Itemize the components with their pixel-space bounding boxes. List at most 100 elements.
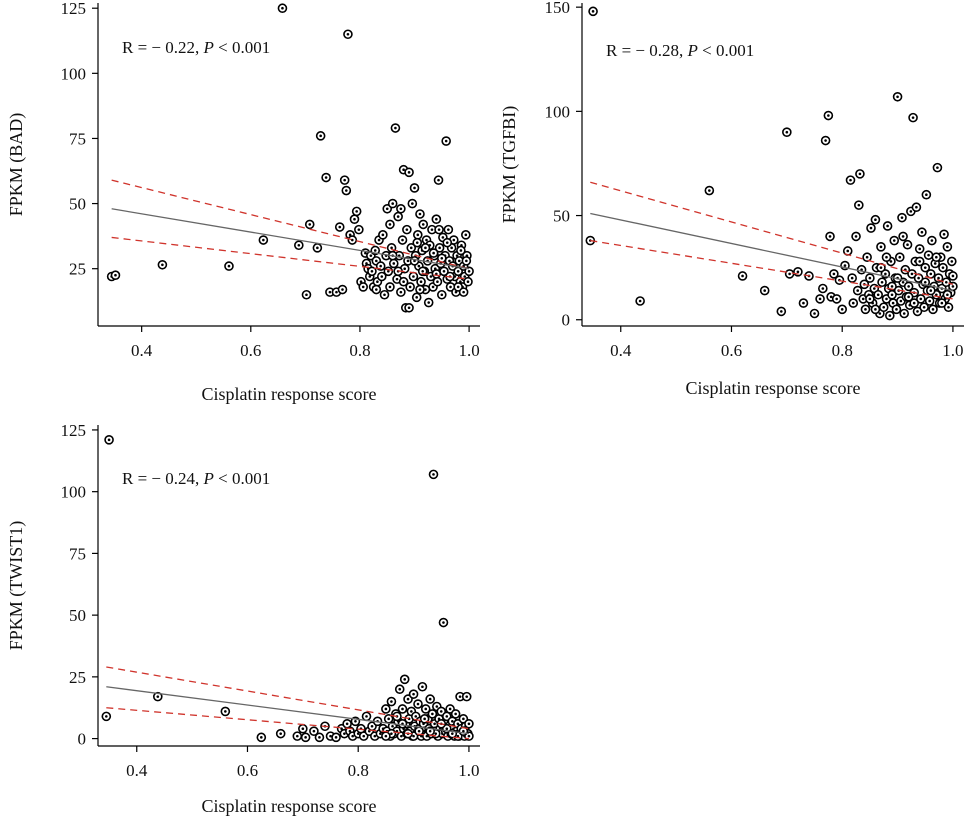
data-point-center [412, 275, 415, 278]
data-point-center [780, 310, 783, 313]
data-point-center [413, 186, 416, 190]
data-point-center [899, 299, 903, 303]
data-point-center [369, 254, 373, 257]
regression-line [111, 208, 470, 270]
data-point-center [440, 293, 444, 297]
annotation-p: P [203, 469, 214, 488]
data-point-center [402, 280, 405, 284]
data-point-center [928, 299, 931, 303]
data-point-center [417, 729, 421, 733]
data-point-center [260, 736, 263, 739]
data-point-center [888, 314, 892, 317]
annotation-threshold: < 0.001 [698, 41, 754, 60]
data-point-center [402, 168, 405, 172]
data-point-center [442, 269, 446, 273]
x-tick-label: 0.6 [240, 341, 261, 360]
data-point-center [827, 114, 830, 117]
y-tick-label: 75 [69, 544, 86, 563]
x-tick-label: 0.4 [126, 761, 148, 780]
data-point-center [338, 225, 342, 229]
x-tick-label: 0.4 [131, 341, 153, 360]
data-point-center [434, 732, 438, 735]
data-point-center [329, 734, 332, 738]
data-point-center [951, 285, 955, 288]
y-axis-title: FPKM (BAD) [6, 113, 27, 217]
x-tick-label: 1.0 [458, 341, 479, 360]
data-point-center [456, 285, 460, 289]
data-point-center [421, 223, 425, 226]
data-point-center [910, 272, 914, 276]
y-tick-label: 100 [61, 483, 87, 502]
data-point-center [345, 722, 349, 726]
data-point-center [448, 259, 451, 263]
data-point-center [421, 269, 425, 273]
x-tick-label: 0.6 [721, 341, 742, 360]
data-point-center [395, 277, 399, 281]
y-tick-label: 25 [69, 260, 86, 279]
data-point-center [105, 715, 108, 718]
data-point-center [856, 289, 860, 292]
data-point-center [465, 259, 468, 263]
data-point-center [387, 717, 390, 721]
data-point-center [813, 312, 816, 315]
data-point-center [828, 235, 832, 238]
data-point-center [933, 262, 937, 265]
data-point-center [447, 228, 450, 231]
data-point-center [406, 697, 410, 701]
data-point-center [868, 297, 872, 301]
data-point-center [457, 259, 461, 263]
data-point-center [858, 172, 862, 176]
data-point-center [431, 285, 435, 289]
points-group [101, 435, 474, 743]
data-point-center [902, 312, 906, 315]
data-point-center [370, 269, 374, 273]
data-point-center [868, 276, 872, 280]
data-point-center [879, 245, 883, 249]
data-point-center [297, 243, 301, 247]
data-point-center [403, 678, 407, 681]
data-point-center [390, 732, 393, 735]
data-point-center [114, 273, 117, 277]
data-point-center [394, 126, 397, 130]
data-point-center [361, 285, 365, 289]
x-tick-label: 1.0 [458, 761, 479, 780]
data-point-center [401, 238, 404, 242]
data-point-center [885, 297, 888, 301]
data-point-center [941, 266, 945, 269]
data-point-center [428, 697, 432, 701]
data-point-center [388, 285, 392, 289]
y-axis-title: FPKM (TGFBI) [499, 106, 520, 224]
data-point-center [407, 171, 411, 174]
data-point-center [351, 734, 354, 738]
data-point-center [763, 289, 766, 292]
data-point-center [403, 267, 406, 270]
data-point-center [885, 255, 888, 259]
data-point-center [441, 236, 445, 239]
data-point-center [377, 238, 381, 242]
data-point-center [906, 243, 909, 247]
data-point-center [895, 308, 898, 311]
data-point-center [874, 308, 877, 311]
data-point-center [861, 297, 865, 301]
data-point-center [296, 734, 299, 738]
data-point-center [351, 238, 354, 242]
data-point-center [390, 700, 393, 703]
data-point-center [459, 249, 463, 252]
data-point-center [354, 720, 357, 723]
data-point-center [428, 729, 432, 733]
data-point-center [412, 692, 415, 696]
data-point-center [880, 280, 884, 284]
annotation-r: R = − 0.22, [122, 38, 204, 57]
data-point-center [901, 235, 905, 238]
data-point-center [876, 293, 880, 297]
data-point-center [454, 290, 458, 294]
data-point-center [450, 246, 453, 250]
data-point-center [907, 295, 910, 299]
data-point-center [907, 285, 910, 288]
data-point-center [424, 288, 427, 291]
x-tick-label: 0.6 [237, 761, 258, 780]
data-point-center [929, 289, 933, 292]
data-point-center [405, 228, 409, 231]
data-point-center [375, 288, 378, 291]
data-point-center [281, 6, 284, 10]
